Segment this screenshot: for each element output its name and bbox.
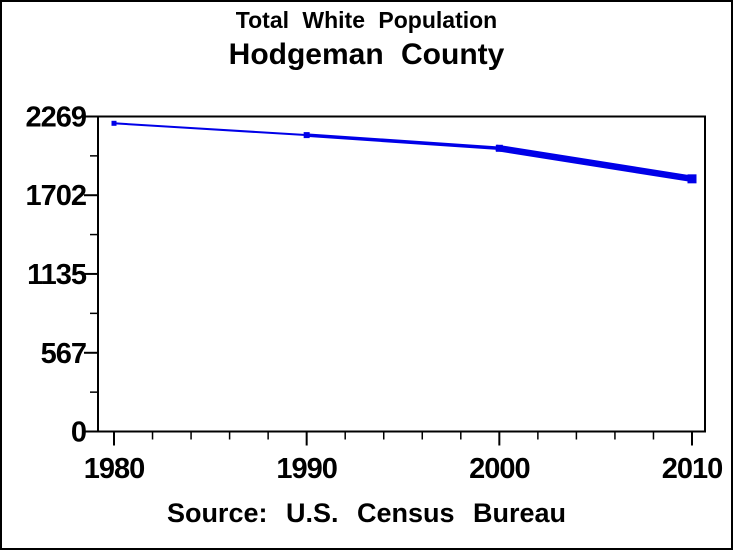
- x-tick-label: 1990: [276, 453, 337, 485]
- data-point-marker: [303, 132, 310, 139]
- chart-title: Total White Population: [235, 7, 498, 33]
- y-tick-label: 1135: [27, 259, 87, 291]
- y-tick-label: 567: [41, 338, 86, 370]
- series-line-segment: [495, 144, 696, 183]
- y-tick-label: 1702: [25, 180, 86, 212]
- y-tick-label: 0: [71, 417, 86, 449]
- y-tick-label: 2269: [25, 102, 86, 134]
- data-point-marker: [687, 174, 697, 184]
- series-line-segment: [112, 122, 308, 137]
- data-point-marker: [111, 120, 117, 126]
- series-line-segment: [304, 133, 502, 151]
- x-tick-label: 1980: [84, 453, 145, 485]
- x-tick-label: 2000: [469, 453, 530, 485]
- x-tick-label: 2010: [662, 453, 723, 485]
- chart-subtitle: Hodgeman County: [228, 38, 505, 71]
- plot-area: 0 567 1135 1702 2269 1980 1990 2000 2010: [25, 102, 723, 486]
- data-point-marker: [495, 144, 503, 152]
- source-note: Source: U.S. Census Bureau: [166, 498, 567, 528]
